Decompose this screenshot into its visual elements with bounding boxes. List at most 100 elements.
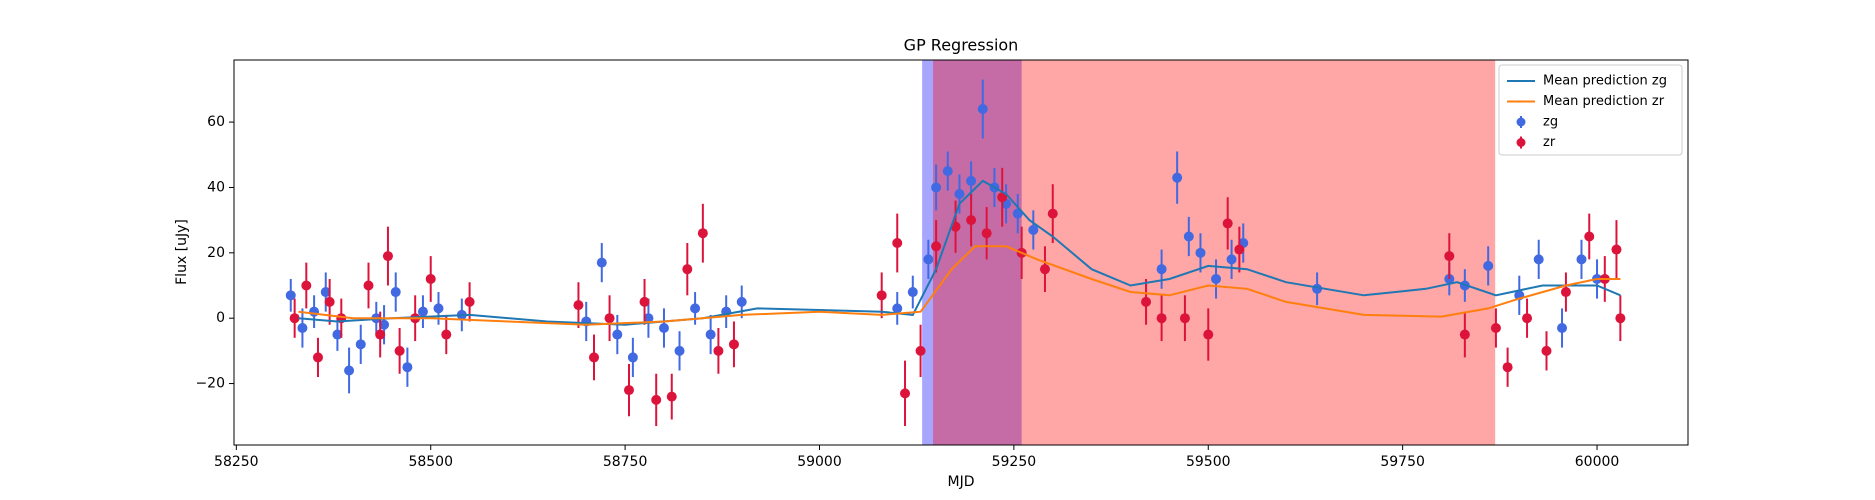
data-point — [923, 254, 934, 265]
mean-line — [298, 245, 1621, 326]
data-point — [1195, 247, 1206, 258]
data-point — [1179, 313, 1190, 324]
shaded-span — [922, 60, 1022, 445]
data-point — [1222, 218, 1233, 229]
data-point — [966, 215, 977, 226]
data-point — [954, 188, 965, 199]
data-point — [301, 280, 312, 291]
data-point — [596, 257, 607, 268]
legend-label: zg — [1543, 115, 1558, 130]
data-point — [289, 313, 300, 324]
chart-title: GP Regression — [904, 36, 1019, 55]
y-tick-label: 60 — [207, 114, 225, 130]
data-point — [309, 306, 320, 317]
y-tick-label: −20 — [195, 376, 225, 392]
data-point — [666, 391, 677, 402]
legend-label: Mean prediction zr — [1543, 94, 1665, 109]
legend-label: zr — [1543, 135, 1556, 150]
data-point — [297, 322, 308, 333]
data-point — [1141, 296, 1152, 307]
data-point — [623, 385, 634, 396]
data-point — [1156, 313, 1167, 324]
data-point — [433, 303, 444, 314]
data-point — [1203, 329, 1214, 340]
data-point — [441, 329, 452, 340]
data-point — [907, 287, 918, 298]
data-point — [604, 313, 615, 324]
data-point — [1172, 172, 1183, 183]
data-point — [573, 300, 584, 311]
data-point — [312, 352, 323, 363]
data-point — [966, 175, 977, 186]
data-point — [713, 345, 724, 356]
data-point — [379, 319, 390, 330]
x-tick-label: 59750 — [1380, 454, 1425, 470]
data-point — [651, 394, 662, 405]
data-point — [1156, 264, 1167, 275]
data-point — [382, 251, 393, 262]
data-point — [1444, 251, 1455, 262]
data-point — [332, 329, 343, 340]
data-point — [1234, 244, 1245, 255]
legend: Mean prediction zg Mean prediction zr zg zr — [1498, 64, 1683, 156]
data-point — [285, 290, 296, 301]
plot-frame — [233, 59, 1689, 446]
y-tick-label: 20 — [207, 245, 225, 261]
data-point — [417, 306, 428, 317]
x-tick-label: 59250 — [992, 454, 1037, 470]
data-point — [1183, 231, 1194, 242]
data-point — [1211, 273, 1222, 284]
data-point — [977, 104, 988, 115]
data-point — [394, 345, 405, 356]
legend-swatch — [1516, 117, 1526, 127]
data-point — [705, 329, 716, 340]
data-point — [736, 296, 747, 307]
data-point — [1541, 345, 1552, 356]
data-point — [1502, 362, 1513, 373]
data-point — [643, 313, 654, 324]
legend-swatch — [1516, 138, 1526, 147]
y-axis-label: Flux [uJy] — [174, 219, 190, 285]
data-point — [1028, 224, 1039, 235]
x-tick-label: 59500 — [1186, 454, 1231, 470]
data-point — [1576, 254, 1587, 265]
data-point — [674, 345, 685, 356]
data-point — [639, 296, 650, 307]
data-point — [690, 303, 701, 314]
data-point — [344, 365, 355, 376]
data-point — [981, 228, 992, 239]
x-tick-label: 58750 — [603, 454, 648, 470]
data-point — [1483, 260, 1494, 271]
data-point — [425, 273, 436, 284]
data-point — [931, 182, 942, 193]
y-tick-label: 40 — [207, 179, 225, 195]
data-point — [682, 264, 693, 275]
data-point — [728, 339, 739, 350]
data-point — [876, 290, 887, 301]
data-point — [627, 352, 638, 363]
data-point — [697, 228, 708, 239]
data-point — [1611, 244, 1622, 255]
data-point — [658, 322, 669, 333]
data-point — [1560, 287, 1571, 298]
x-tick-label: 60000 — [1575, 454, 1620, 470]
data-point — [900, 388, 911, 399]
legend-label: Mean prediction zg — [1543, 74, 1667, 89]
data-point — [1584, 231, 1595, 242]
data-point — [942, 166, 953, 177]
data-point — [1459, 329, 1470, 340]
data-point — [355, 339, 366, 350]
data-point — [931, 241, 942, 252]
data-point — [612, 329, 623, 340]
data-point — [1615, 313, 1626, 324]
data-point — [892, 238, 903, 249]
data-point — [892, 303, 903, 314]
data-point — [320, 287, 331, 298]
data-point — [997, 192, 1008, 203]
legend-box — [1498, 64, 1683, 156]
shaded-span — [933, 60, 1496, 445]
data-point — [915, 345, 926, 356]
data-point — [1522, 313, 1533, 324]
data-point — [589, 352, 600, 363]
